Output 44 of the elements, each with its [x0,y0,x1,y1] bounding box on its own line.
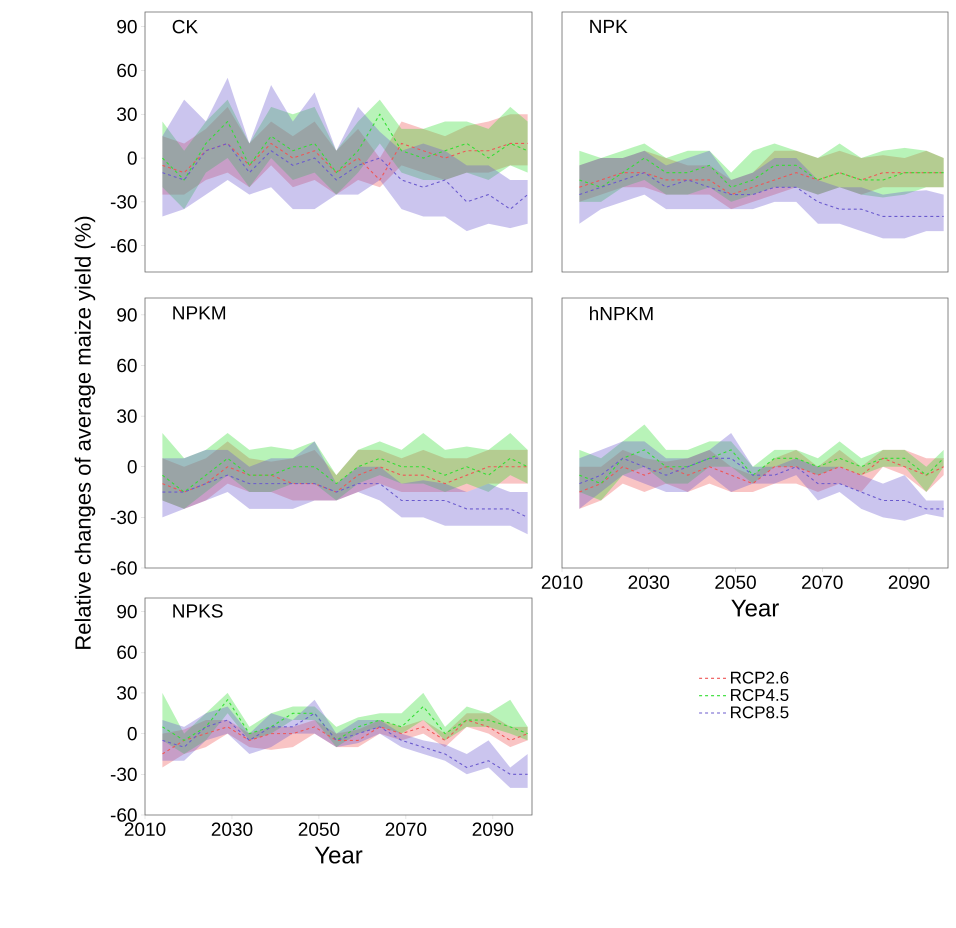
chart-title: NPKS [173,604,223,618]
y-tick-label: -60 [110,238,137,252]
line-series [162,142,528,181]
chart-title: NPKM [173,306,226,320]
legend-label: RCP4.5 [731,688,788,702]
x-tick-label: 2030 [212,822,252,836]
line-series [162,458,528,493]
y-tick-label: 30 [117,108,137,121]
y-tick-label: -30 [110,768,137,782]
y-tick-label: 0 [128,151,137,165]
y-tick-label: -60 [110,561,137,575]
x-tick-label: 2050 [715,576,756,589]
x-tick-label: 2090 [472,822,514,836]
x-tick-label: 2090 [888,576,930,589]
y-tick-label: 90 [117,604,137,618]
x-tick-label: 2070 [802,576,843,589]
line-series [162,699,528,741]
y-tick-label: 0 [128,460,137,474]
x-tick-label: 2050 [298,822,340,836]
chart-title: CK [172,20,198,34]
x-tick-label: 2010 [124,822,166,836]
y-tick-label: 60 [117,358,137,372]
y-tick-label: 90 [117,308,137,322]
y-tick-label: 90 [117,20,137,34]
legend-label: RCP8.5 [731,706,788,718]
x-tick-label: 2010 [542,576,582,589]
x-axis-title: Year [731,600,779,617]
y-tick-label: 60 [117,64,137,78]
line-series [162,720,528,755]
x-tick-label: 2070 [386,822,426,836]
y-axis-title: Relative changes of average maize yield (%) [74,216,96,649]
chart-title: NPK [590,20,628,33]
line-series [162,142,528,210]
y-tick-label: 30 [117,409,137,423]
x-tick-label: 2030 [628,576,670,589]
y-tick-label: 30 [117,686,137,700]
legend-label: RCP2.6 [731,672,788,684]
y-tick-label: -30 [110,510,137,524]
y-tick-label: -30 [110,195,137,209]
y-tick-label: 0 [128,726,137,740]
y-tick-label: 60 [117,646,137,659]
y-tick-label: -60 [110,808,137,822]
x-axis-title: Year [314,846,362,864]
chart-title: hNPKM [590,306,653,320]
